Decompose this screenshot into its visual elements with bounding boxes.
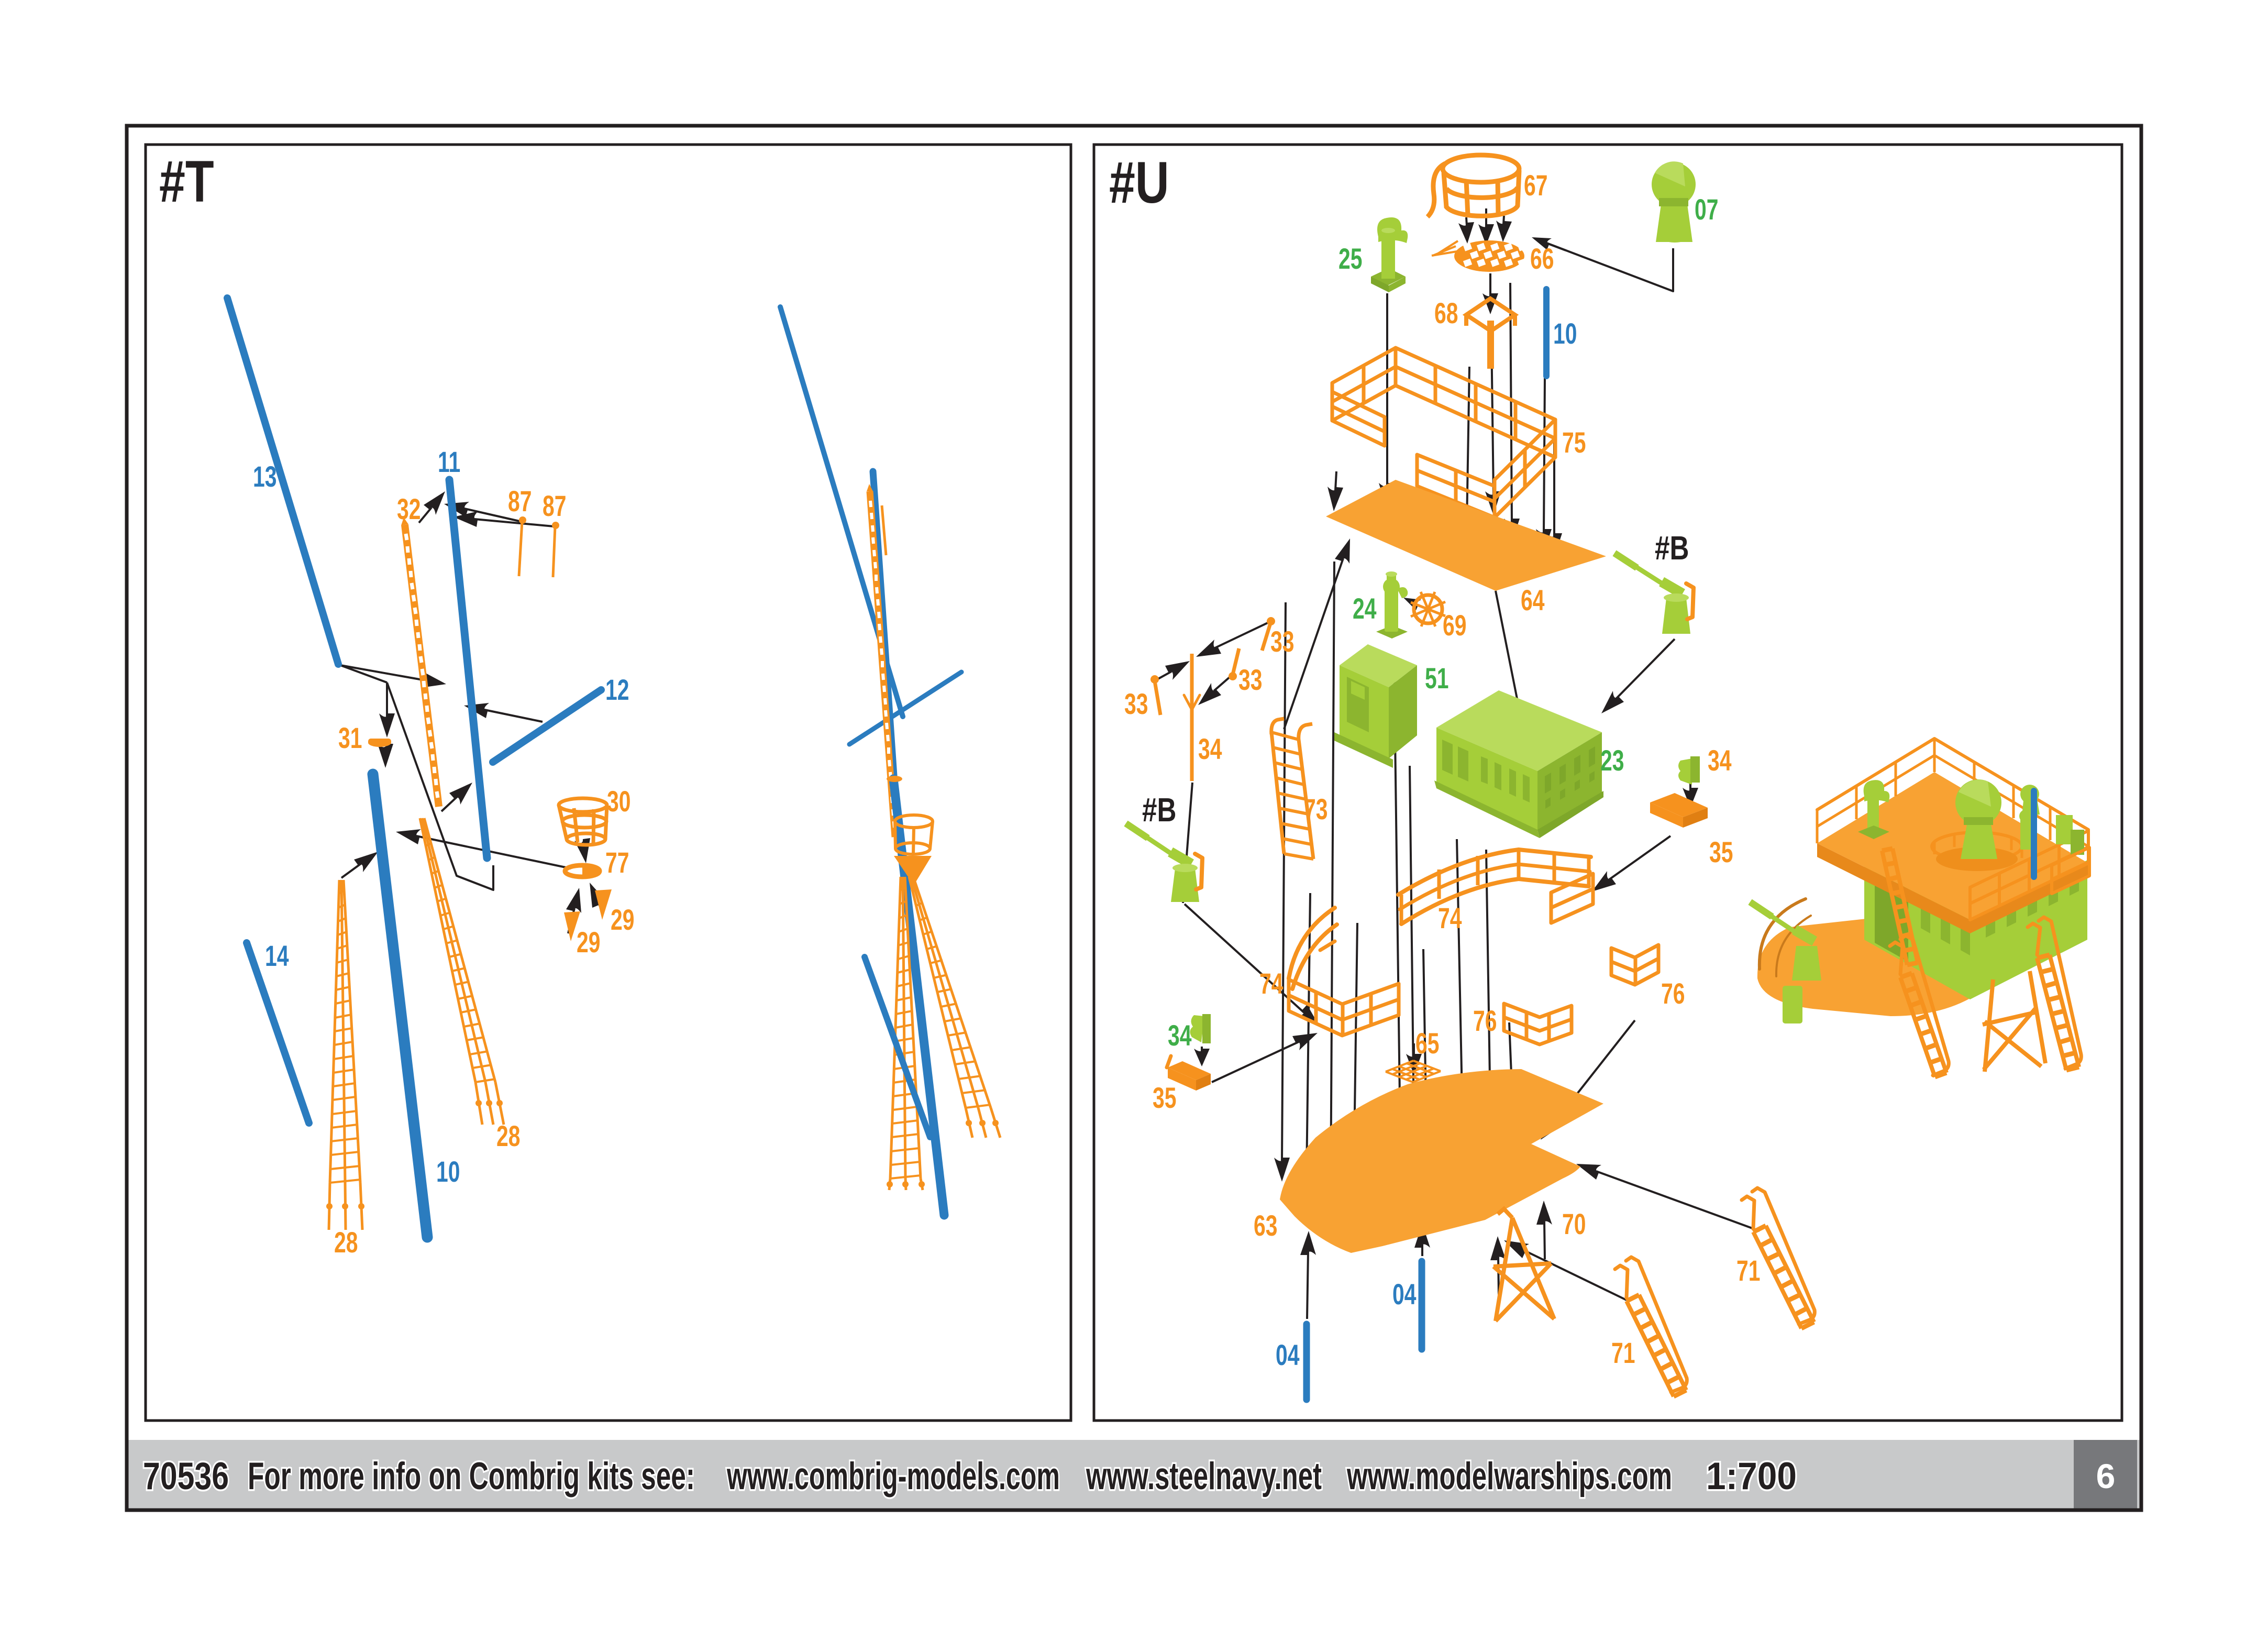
svg-text:10: 10 xyxy=(1553,318,1577,350)
svg-text:34: 34 xyxy=(1198,733,1222,766)
svg-text:#U: #U xyxy=(1109,150,1169,216)
svg-text:04: 04 xyxy=(1276,1339,1299,1372)
svg-text:10: 10 xyxy=(436,1156,460,1188)
svg-text:33: 33 xyxy=(1124,688,1148,721)
svg-text:69: 69 xyxy=(1443,610,1466,642)
svg-text:31: 31 xyxy=(338,722,362,755)
svg-text:70: 70 xyxy=(1562,1208,1586,1241)
svg-text:35: 35 xyxy=(1153,1082,1176,1115)
svg-text:28: 28 xyxy=(334,1227,358,1259)
svg-text:70536: 70536 xyxy=(143,1455,229,1498)
svg-text:33: 33 xyxy=(1270,626,1294,658)
svg-text:www.modelwarships.com: www.modelwarships.com xyxy=(1346,1455,1672,1498)
svg-text:64: 64 xyxy=(1521,585,1544,617)
svg-text:11: 11 xyxy=(438,446,460,479)
svg-text:68: 68 xyxy=(1434,298,1458,330)
svg-text:35: 35 xyxy=(1709,836,1733,869)
svg-text:#T: #T xyxy=(159,149,214,215)
svg-text:87: 87 xyxy=(543,490,566,523)
svg-text:23: 23 xyxy=(1600,745,1624,777)
svg-text:6: 6 xyxy=(2096,1457,2116,1495)
svg-text:#B: #B xyxy=(1142,792,1176,829)
svg-text:33: 33 xyxy=(1238,664,1262,697)
svg-text:63: 63 xyxy=(1254,1210,1277,1242)
svg-text:77: 77 xyxy=(605,847,629,879)
svg-text:67: 67 xyxy=(1524,170,1547,202)
svg-text:76: 76 xyxy=(1661,978,1685,1010)
svg-text:25: 25 xyxy=(1338,243,1362,276)
svg-text:13: 13 xyxy=(253,461,276,493)
svg-text:75: 75 xyxy=(1562,427,1586,459)
svg-text:71: 71 xyxy=(1611,1337,1635,1370)
svg-text:12: 12 xyxy=(605,674,629,707)
svg-text:51: 51 xyxy=(1425,663,1448,695)
svg-text:www.combrig-models.com: www.combrig-models.com xyxy=(726,1455,1060,1498)
svg-text:71: 71 xyxy=(1736,1255,1760,1287)
svg-text:30: 30 xyxy=(607,786,630,818)
svg-text:04: 04 xyxy=(1392,1279,1416,1311)
svg-text:73: 73 xyxy=(1304,794,1327,826)
svg-text:65: 65 xyxy=(1415,1028,1439,1060)
svg-text:34: 34 xyxy=(1708,745,1731,777)
svg-text:74: 74 xyxy=(1259,968,1283,1000)
svg-text:14: 14 xyxy=(265,940,289,973)
svg-text:76: 76 xyxy=(1473,1005,1497,1038)
svg-text:34: 34 xyxy=(1168,1020,1191,1052)
svg-text:For more info on Combrig kits: For more info on Combrig kits see: xyxy=(248,1455,695,1498)
svg-text:24: 24 xyxy=(1353,593,1376,625)
svg-text:87: 87 xyxy=(508,486,532,518)
svg-text:74: 74 xyxy=(1438,902,1462,935)
svg-text:29: 29 xyxy=(611,904,634,937)
svg-text:#B: #B xyxy=(1655,530,1689,567)
svg-text:07: 07 xyxy=(1695,194,1718,226)
svg-text:66: 66 xyxy=(1530,243,1554,276)
svg-text:www.steelnavy.net: www.steelnavy.net xyxy=(1086,1455,1322,1498)
svg-text:32: 32 xyxy=(397,493,421,526)
svg-text:1:700: 1:700 xyxy=(1706,1455,1797,1498)
svg-text:29: 29 xyxy=(577,927,600,959)
svg-text:28: 28 xyxy=(496,1120,520,1153)
